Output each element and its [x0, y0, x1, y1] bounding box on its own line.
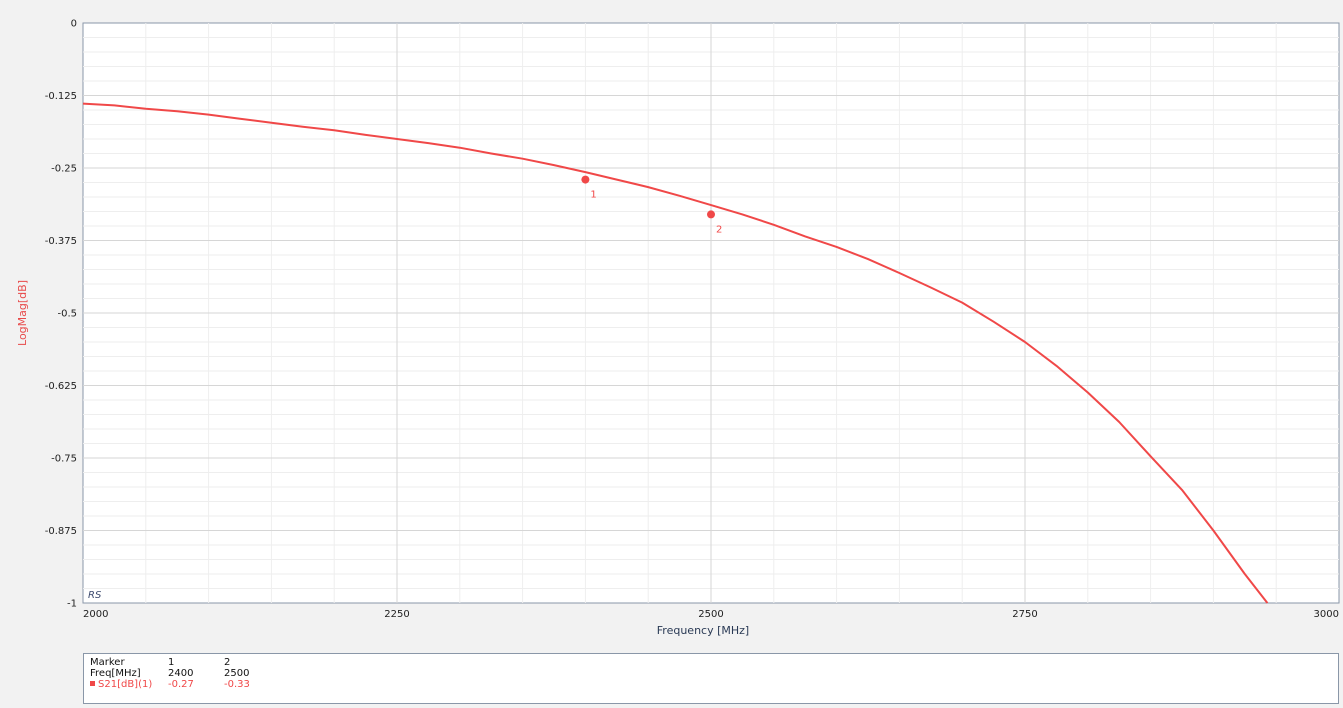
- marker-table-row-s21: S21[dB](1) -0.27 -0.33: [90, 679, 268, 690]
- y-tick-label: -0.125: [45, 91, 77, 102]
- marker-table-row-freq: Freq[MHz] 2400 2500: [90, 668, 268, 679]
- marker-table-cell: -0.27: [168, 679, 194, 690]
- marker-table-cell: 2500: [224, 668, 250, 679]
- marker-table-cell: S21[dB](1): [90, 679, 168, 690]
- marker-table-cell: -0.33: [224, 679, 250, 690]
- series-line: [82, 102, 1269, 604]
- marker-table-cell: 2400: [168, 668, 194, 679]
- series-layer: [82, 102, 1269, 604]
- marker-table-cell: 2: [224, 657, 231, 668]
- marker-point[interactable]: [707, 210, 715, 219]
- marker-layer: 12: [581, 175, 722, 235]
- y-tick-label: -0.875: [45, 526, 77, 537]
- chart: 12 0-0.125-0.25-0.375-0.5-0.625-0.75-0.8…: [16, 19, 1340, 637]
- y-tick-label: -0.625: [45, 381, 77, 392]
- y-tick-labels: 0 -0.125 -0.25 -0.375 -0.5 -0.625 -0.75 -0.875 -…: [45, 19, 77, 610]
- y-tick-label: -1: [67, 599, 77, 610]
- y-tick-label: -0.375: [45, 236, 77, 247]
- y-tick-label: -0.75: [51, 454, 77, 465]
- y-tick-label: -0.5: [57, 309, 77, 320]
- y-tick-label: 0: [71, 19, 77, 30]
- marker-label: 1: [590, 190, 596, 201]
- marker-table: Marker 1 2 Freq[MHz] 2400 2500 S21[dB](1) -0.27…: [83, 653, 1339, 704]
- major-grid: [83, 23, 1339, 603]
- x-tick-labels: 2000 2250 2500 2750 3000: [83, 609, 1339, 620]
- x-tick-label: 2000: [83, 609, 108, 620]
- x-axis-label: Frequency [MHz]: [657, 624, 749, 637]
- marker-table-cell: Marker: [90, 657, 125, 668]
- marker-label: 2: [716, 224, 722, 235]
- x-tick-label: 3000: [1314, 609, 1339, 620]
- x-tick-label: 2250: [384, 609, 409, 620]
- y-axis-label: LogMag[dB]: [16, 280, 29, 346]
- y-tick-label: -0.25: [51, 164, 77, 175]
- trace-color-swatch: [90, 681, 95, 686]
- marker-table-row-marker: Marker 1 2: [90, 657, 268, 668]
- watermark: RS: [88, 590, 102, 601]
- marker-table-cell: 1: [168, 657, 175, 668]
- x-tick-label: 2500: [698, 609, 723, 620]
- marker-table-cell: Freq[MHz]: [90, 668, 141, 679]
- marker-point[interactable]: [581, 175, 590, 184]
- x-tick-label: 2750: [1012, 609, 1037, 620]
